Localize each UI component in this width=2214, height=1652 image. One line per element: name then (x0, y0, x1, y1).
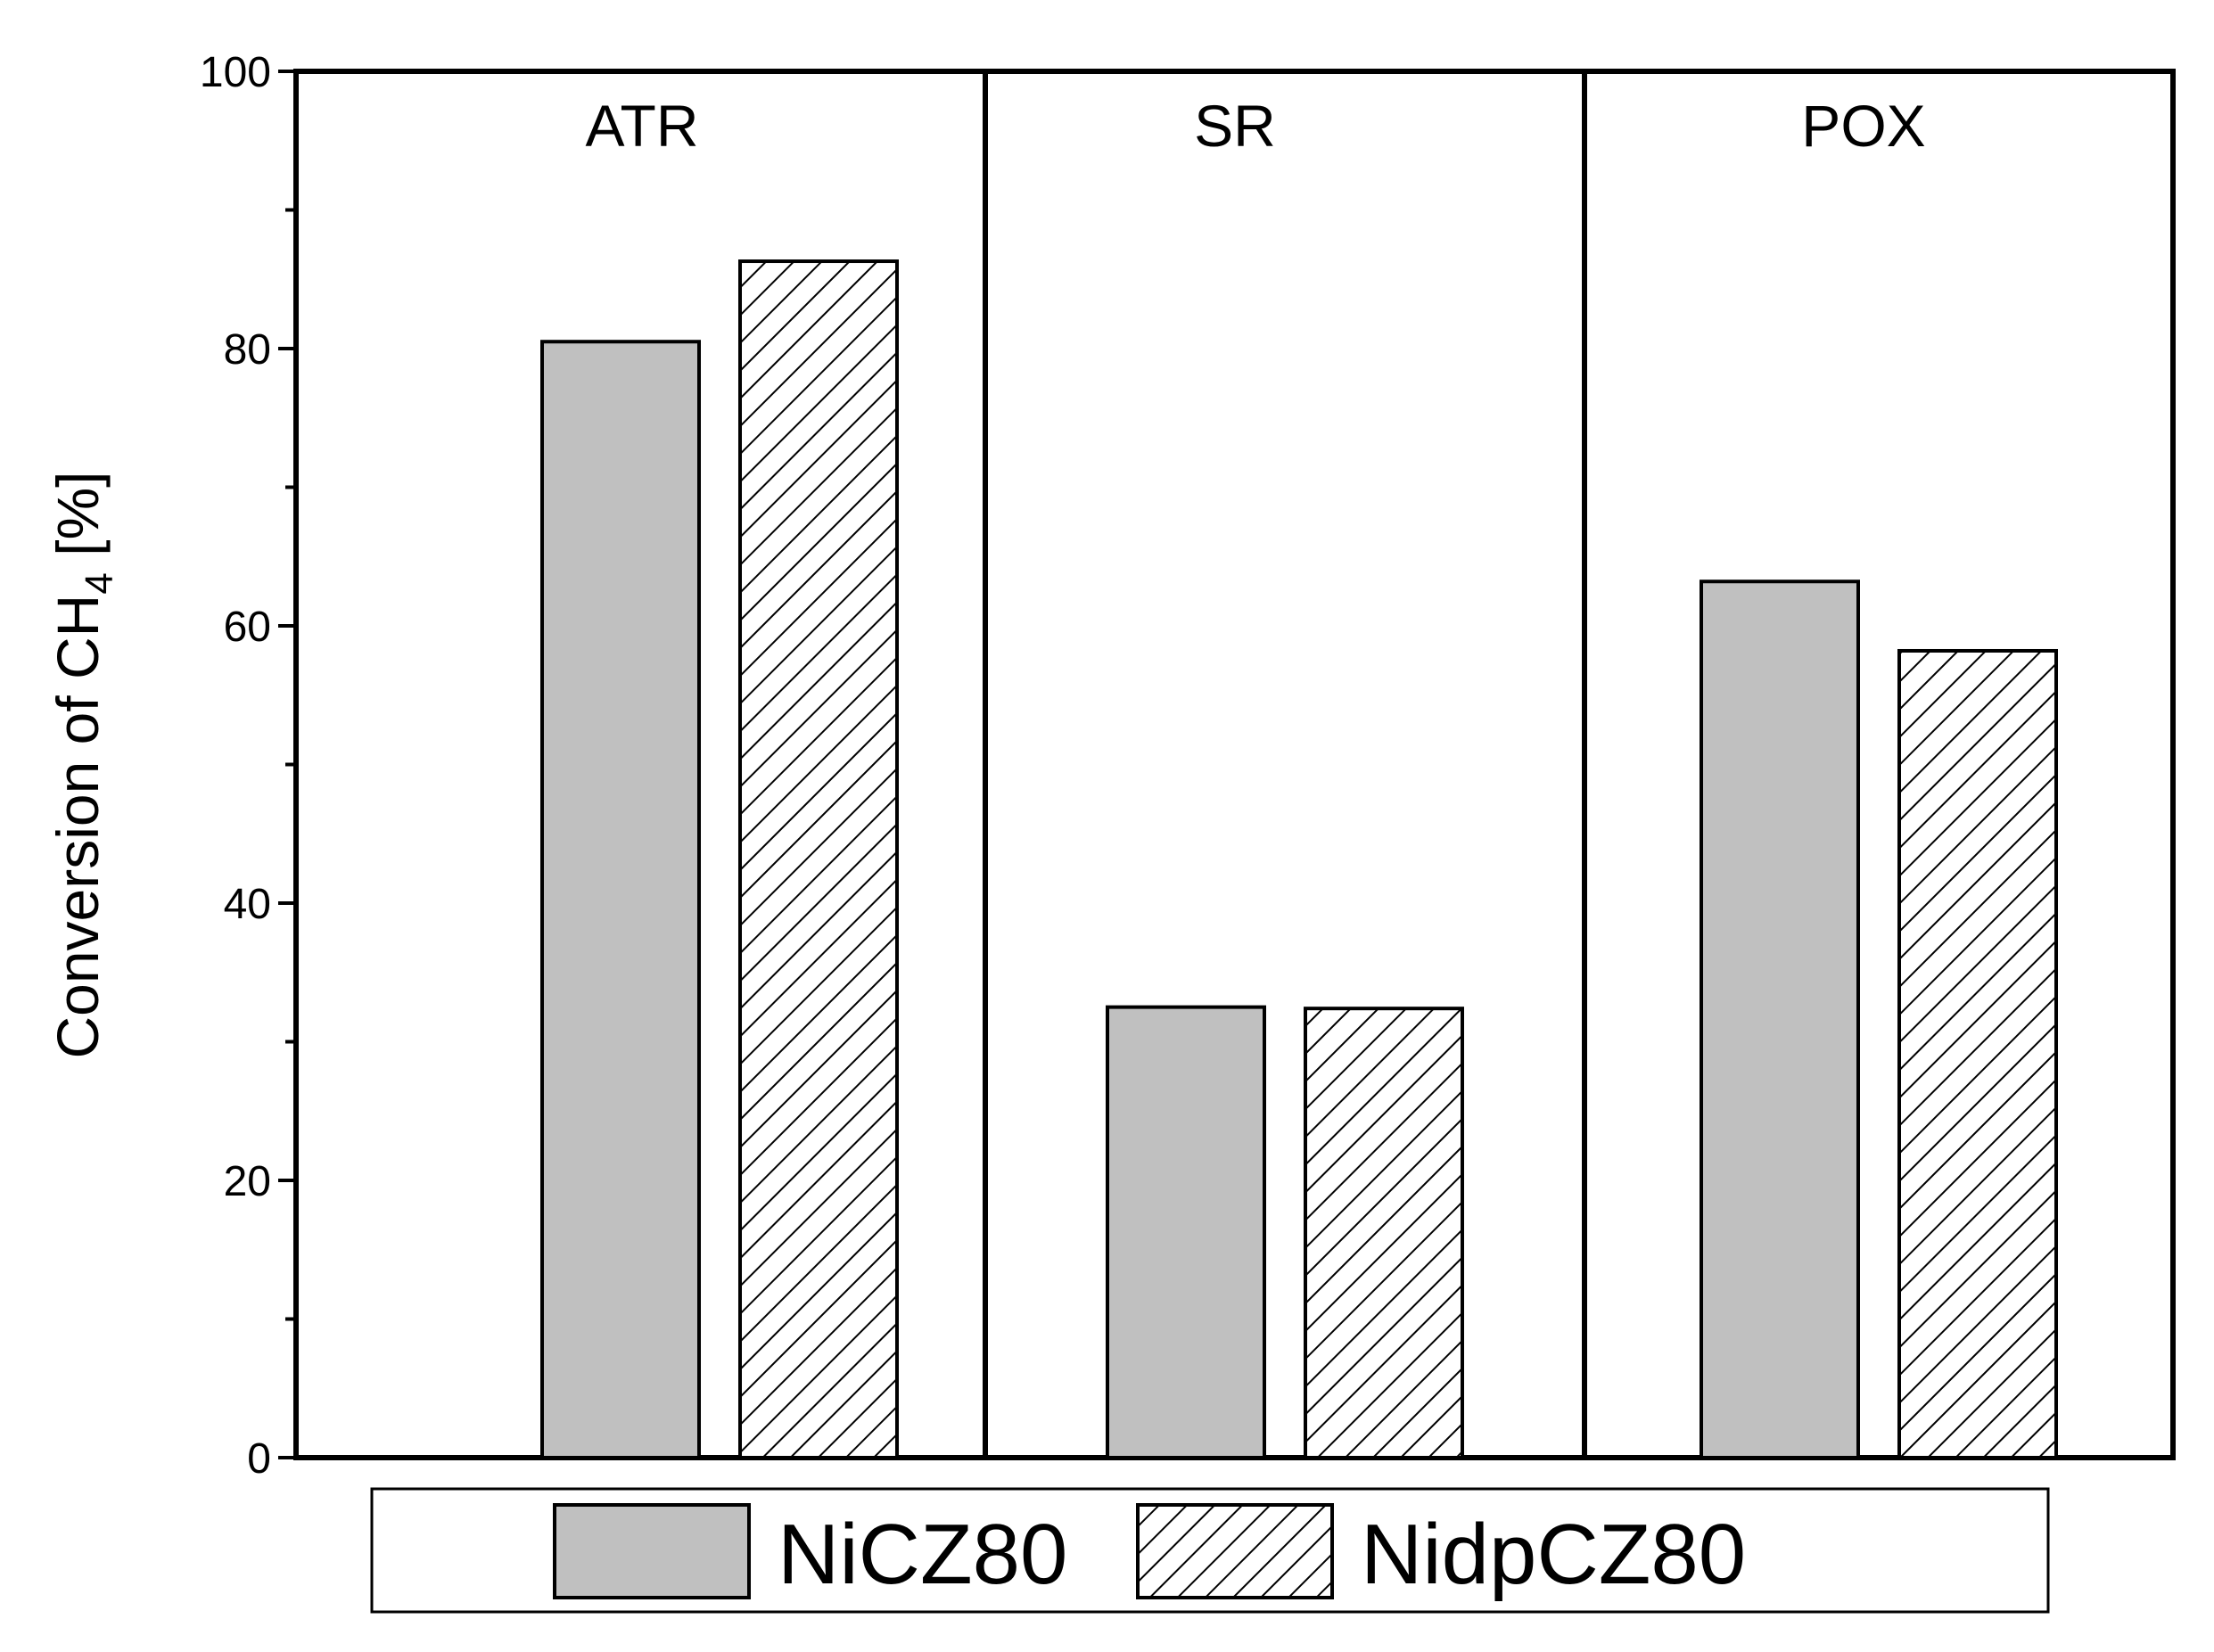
bar-sr-nicz80 (1106, 1005, 1266, 1459)
bar-atr-nidpcz80 (738, 259, 899, 1459)
legend-label-nidpcz80: NidpCZ80 (1361, 1507, 1746, 1602)
bar-atr-nicz80 (540, 340, 701, 1460)
bar-pox-nidpcz80 (1897, 648, 2058, 1459)
legend-label-nicz80: NiCZ80 (778, 1507, 1067, 1602)
panel-label-sr: SR (1194, 93, 1276, 159)
panel-label-atr: ATR (585, 93, 698, 159)
panel-label-pox: POX (1801, 93, 1925, 159)
y-axis-title: Conversion of CH4 [%] (45, 471, 121, 1058)
y-tick-label: 80 (224, 326, 271, 374)
y-tick-label: 20 (224, 1158, 271, 1205)
y-axis-title-subscript: 4 (78, 572, 121, 594)
y-tick-label: 100 (200, 49, 271, 96)
y-tick-label: 0 (247, 1435, 271, 1483)
legend-swatch-nicz80 (553, 1503, 751, 1599)
bar-pox-nicz80 (1700, 579, 1860, 1459)
legend: NiCZ80 NidpCZ80 (370, 1487, 2050, 1614)
y-tick-label: 40 (224, 881, 271, 928)
bar-sr-nidpcz80 (1304, 1007, 1464, 1460)
legend-swatch-nidpcz80 (1136, 1503, 1334, 1599)
y-tick-label: 60 (224, 604, 271, 651)
